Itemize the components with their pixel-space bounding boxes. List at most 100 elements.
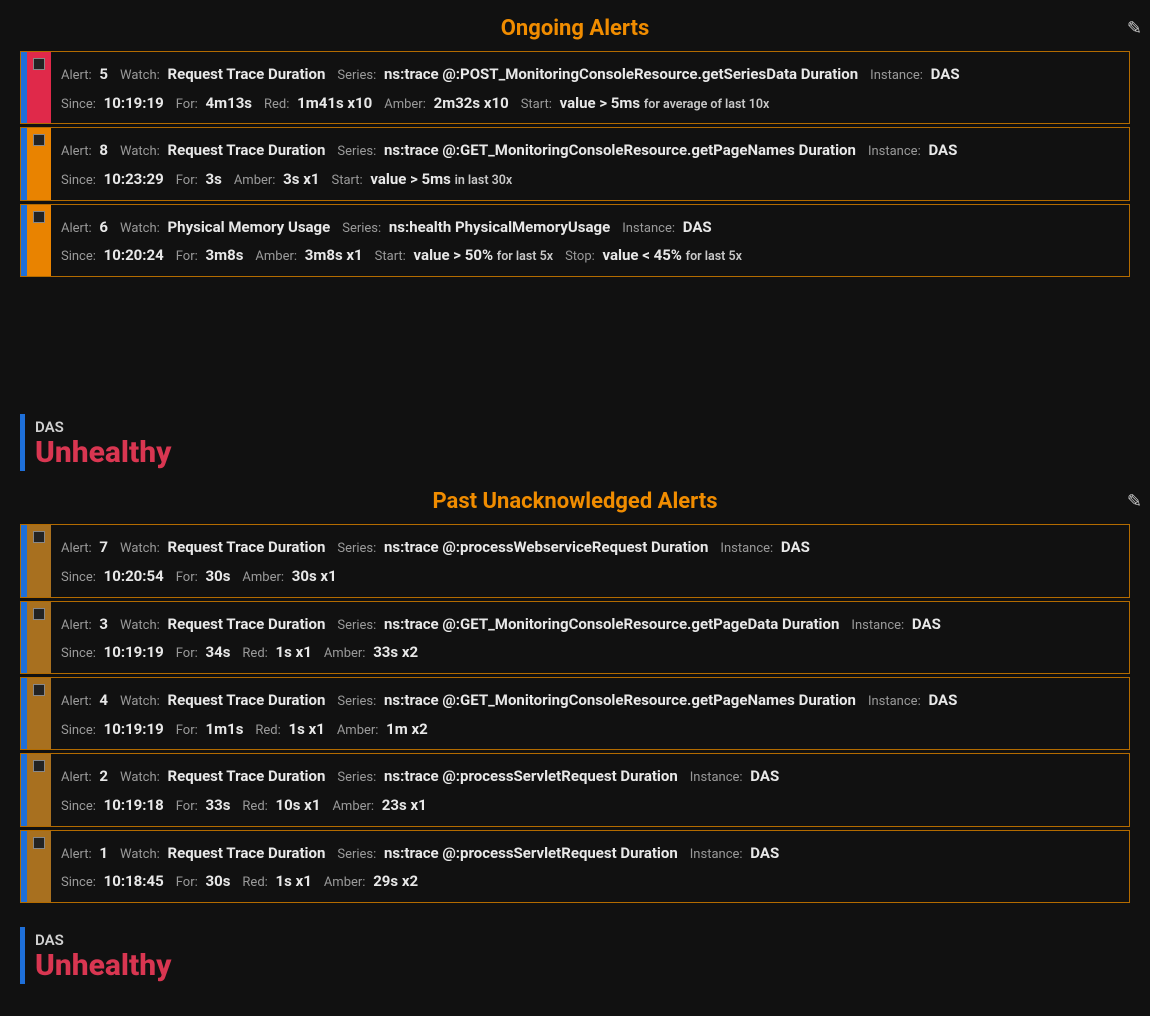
instance-label: Instance: bbox=[622, 221, 675, 236]
watch-value: Request Trace Duration bbox=[164, 65, 326, 83]
alert-checkbox[interactable] bbox=[33, 837, 45, 849]
series-label: Series: bbox=[337, 847, 376, 862]
past-title: Past Unacknowledged Alerts bbox=[433, 489, 718, 514]
red-label: Red: bbox=[242, 875, 267, 890]
alert-value: 3 bbox=[96, 615, 108, 633]
alert-value: 5 bbox=[96, 65, 108, 83]
series-label: Series: bbox=[337, 144, 376, 159]
since-label: Since: bbox=[61, 646, 96, 661]
watch-label: Watch: bbox=[120, 541, 160, 556]
for-label: For: bbox=[176, 875, 198, 890]
start-value-tail: for last 5x bbox=[497, 249, 553, 264]
alert-checkbox[interactable] bbox=[33, 760, 45, 772]
watch-value: Request Trace Duration bbox=[164, 691, 326, 709]
alert-label: Alert: bbox=[61, 618, 92, 633]
since-value: 10:20:54 bbox=[100, 567, 164, 585]
since-value: 10:19:19 bbox=[100, 94, 164, 112]
amber-value: 3s x1 bbox=[279, 170, 319, 188]
alert-card: Alert: 7Watch: Request Trace DurationSer… bbox=[20, 524, 1130, 597]
watch-value: Request Trace Duration bbox=[164, 538, 326, 556]
alert-checkbox[interactable] bbox=[33, 684, 45, 696]
for-label: For: bbox=[176, 646, 198, 661]
for-value: 34s bbox=[202, 643, 231, 661]
severity-strip bbox=[27, 205, 51, 276]
instance-state: Unhealthy bbox=[35, 436, 1130, 469]
for-value: 30s bbox=[202, 567, 231, 585]
instance-status: DAS Unhealthy bbox=[20, 414, 1130, 471]
instance-label: Instance: bbox=[720, 541, 773, 556]
alert-checkbox[interactable] bbox=[33, 531, 45, 543]
since-label: Since: bbox=[61, 875, 96, 890]
ongoing-title: Ongoing Alerts bbox=[501, 16, 650, 41]
alert-label: Alert: bbox=[61, 221, 92, 236]
series-label: Series: bbox=[337, 541, 376, 556]
alert-value: 1 bbox=[96, 844, 108, 862]
amber-label: Amber: bbox=[332, 799, 374, 814]
watch-value: Request Trace Duration bbox=[164, 141, 326, 159]
alert-checkbox[interactable] bbox=[33, 608, 45, 620]
since-label: Since: bbox=[61, 249, 96, 264]
amber-value: 3m8s x1 bbox=[301, 246, 363, 264]
instance-value: DAS bbox=[927, 65, 960, 83]
ongoing-alerts-list: Alert: 5 Watch: Request Trace Duration Ser… bbox=[0, 51, 1150, 277]
alert-value: 6 bbox=[96, 218, 108, 236]
alert-checkbox[interactable] bbox=[33, 211, 45, 223]
alert-card: Alert: 8Watch: Request Trace DurationSer… bbox=[20, 127, 1130, 200]
series-label: Series: bbox=[337, 618, 376, 633]
watch-label: Watch: bbox=[120, 694, 160, 709]
for-label: For: bbox=[176, 799, 198, 814]
series-value: ns:trace @:GET_MonitoringConsoleResource… bbox=[380, 615, 839, 633]
since-value: 10:23:29 bbox=[100, 170, 164, 188]
for-label: For: bbox=[176, 173, 198, 188]
alert-checkbox[interactable] bbox=[33, 134, 45, 146]
alert-checkbox[interactable] bbox=[33, 58, 45, 70]
for-value: 33s bbox=[202, 796, 231, 814]
pencil-icon[interactable]: ✎ bbox=[1127, 491, 1142, 512]
for-value: 1m1s bbox=[202, 720, 244, 738]
start-value: value > 5ms bbox=[556, 94, 644, 112]
ongoing-header: Ongoing Alerts ✎ bbox=[0, 10, 1150, 51]
start-label: Start: bbox=[521, 97, 552, 112]
pencil-icon[interactable]: ✎ bbox=[1127, 18, 1142, 39]
watch-label: Watch: bbox=[120, 770, 160, 785]
alert-label: Alert: bbox=[61, 694, 92, 709]
watch-label: Watch: bbox=[120, 144, 160, 159]
watch-value: Physical Memory Usage bbox=[164, 218, 330, 236]
since-label: Since: bbox=[61, 723, 96, 738]
severity-strip bbox=[27, 831, 51, 902]
instance-label: Instance: bbox=[868, 694, 921, 709]
alert-card: Alert: 3Watch: Request Trace DurationSer… bbox=[20, 601, 1130, 674]
since-value: 10:19:19 bbox=[100, 643, 164, 661]
since-value: 10:18:45 bbox=[100, 872, 164, 890]
for-value: 3m8s bbox=[202, 246, 244, 264]
since-value: 10:20:24 bbox=[100, 246, 164, 264]
past-header: Past Unacknowledged Alerts ✎ bbox=[0, 483, 1150, 524]
alert-body: Alert: 5Watch: Request Trace DurationSer… bbox=[51, 52, 1129, 123]
amber-value: 1m x2 bbox=[382, 720, 427, 738]
series-value: ns:trace @:POST_MonitoringConsoleResourc… bbox=[380, 65, 858, 83]
start-value: value > 50% bbox=[410, 246, 497, 264]
for-label: For: bbox=[176, 570, 198, 585]
series-value: ns:trace @:GET_MonitoringConsoleResource… bbox=[380, 141, 856, 159]
red-label: Red: bbox=[242, 799, 267, 814]
past-alerts-list: Alert: 7Watch: Request Trace DurationSer… bbox=[0, 524, 1150, 903]
series-label: Series: bbox=[342, 221, 381, 236]
instance-value: DAS bbox=[747, 844, 780, 862]
alert-body: Alert: 3Watch: Request Trace DurationSer… bbox=[51, 602, 1129, 673]
alert-card: Alert: 4Watch: Request Trace DurationSer… bbox=[20, 677, 1130, 750]
start-value-tail: in last 30x bbox=[455, 173, 513, 188]
red-value: 1s x1 bbox=[272, 643, 312, 661]
amber-label: Amber: bbox=[384, 97, 426, 112]
alert-body: Alert: 7Watch: Request Trace DurationSer… bbox=[51, 525, 1129, 596]
series-label: Series: bbox=[337, 68, 376, 83]
instance-name: DAS bbox=[35, 418, 1130, 436]
amber-label: Amber: bbox=[234, 173, 276, 188]
amber-value: 30s x1 bbox=[288, 567, 337, 585]
alert-body: Alert: 4Watch: Request Trace DurationSer… bbox=[51, 678, 1129, 749]
alert-body: Alert: 2Watch: Request Trace DurationSer… bbox=[51, 754, 1129, 825]
since-label: Since: bbox=[61, 799, 96, 814]
alert-label: Alert: bbox=[61, 144, 92, 159]
severity-strip bbox=[27, 525, 51, 596]
alert-card: Alert: 6Watch: Physical Memory UsageSeri… bbox=[20, 204, 1130, 277]
instance-value: DAS bbox=[747, 767, 780, 785]
